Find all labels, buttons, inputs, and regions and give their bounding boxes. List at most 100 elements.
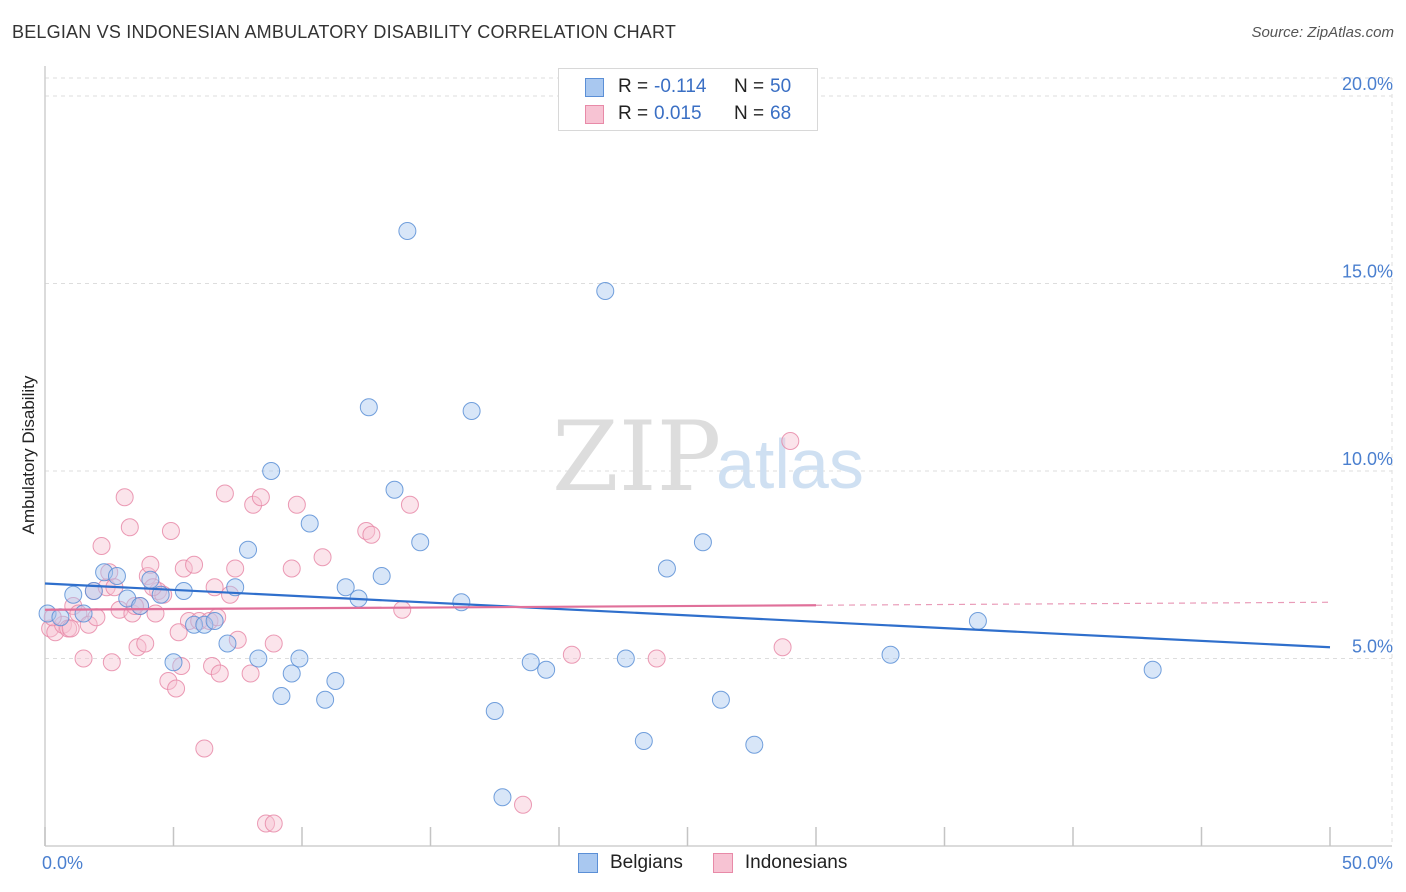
indonesian-point: [102, 653, 121, 672]
indonesian-point: [74, 649, 93, 668]
belgian-point: [485, 702, 504, 720]
y-tick-label: 15.0%: [1342, 262, 1393, 282]
belgian-point: [290, 649, 309, 668]
watermark-atlas: atlas: [716, 425, 864, 503]
axes: [44, 66, 1392, 847]
belgian-point: [107, 567, 126, 585]
indonesian-point: [393, 600, 412, 619]
belgian-point: [249, 649, 268, 668]
y-tick-label: 5.0%: [1352, 637, 1393, 657]
belgian-point: [131, 597, 150, 615]
y-tick-label: 10.0%: [1342, 449, 1393, 469]
belgian-point: [462, 402, 481, 420]
n-label: N =: [734, 103, 765, 124]
indonesian-point: [61, 619, 80, 638]
belgians-swatch: [585, 77, 604, 97]
belgian-point: [51, 608, 70, 627]
indonesian-point: [185, 555, 204, 574]
belgian-point: [141, 570, 160, 589]
x-tick-label: 50.0%: [1342, 853, 1393, 873]
indonesian-point: [251, 488, 270, 507]
belgian-point: [398, 222, 417, 240]
y-tick-label: 20.0%: [1342, 74, 1393, 94]
legend-item-indonesians[interactable]: Indonesians: [712, 852, 848, 874]
belgian-point: [74, 604, 93, 623]
indonesian-point: [195, 739, 214, 758]
belgians-trend-line: [44, 582, 1331, 649]
indonesian-point: [169, 623, 188, 642]
belgian-point: [881, 645, 900, 664]
indonesians-trend-line: [44, 604, 817, 611]
chart-source: Source: ZipAtlas.com: [1251, 24, 1394, 41]
indonesian-point: [161, 522, 180, 540]
indonesian-point: [257, 814, 276, 833]
belgian-point: [493, 788, 512, 807]
indonesians-swatch: [585, 104, 604, 124]
indonesian-point: [241, 664, 260, 683]
indonesian-point: [159, 672, 178, 690]
n-label: N =: [734, 76, 765, 97]
belgian-point: [272, 687, 291, 705]
indonesian-point: [79, 615, 98, 634]
belgian-point: [359, 398, 378, 417]
indonesian-point: [215, 484, 234, 503]
indonesians-legend-label: Indonesians: [744, 852, 848, 873]
belgian-point: [711, 690, 730, 709]
belgian-point: [596, 282, 615, 300]
r-label: R =: [618, 76, 649, 97]
belgian-point: [164, 653, 183, 672]
belgian-point: [205, 612, 224, 630]
belgian-point: [300, 514, 319, 533]
indonesian-point: [141, 555, 160, 574]
indonesian-point: [167, 679, 186, 698]
indonesian-point: [400, 495, 419, 514]
indonesian-point: [264, 634, 283, 653]
belgian-point: [195, 615, 214, 634]
belgian-point: [1143, 660, 1162, 679]
n-value: 68: [770, 103, 792, 124]
legend-row-belgians: R = -0.114 N = 50: [585, 75, 791, 99]
belgian-point: [657, 559, 676, 578]
belgian-point: [316, 690, 335, 709]
belgian-point: [336, 578, 355, 597]
indonesian-point: [174, 559, 193, 578]
belgian-point: [239, 540, 258, 559]
indonesian-point: [362, 525, 381, 544]
legend-item-belgians[interactable]: Belgians: [578, 852, 683, 874]
indonesian-point: [313, 548, 332, 567]
r-value: 0.015: [654, 103, 702, 124]
belgian-point: [218, 634, 237, 653]
indonesian-point: [92, 537, 111, 555]
belgian-point: [616, 649, 635, 668]
belgian-point: [385, 480, 404, 499]
belgian-point: [537, 660, 556, 679]
r-value: -0.114: [654, 76, 707, 97]
belgians-legend-swatch: [578, 853, 598, 873]
indonesian-point: [146, 604, 165, 623]
indonesian-point: [781, 432, 800, 450]
watermark: ZIP atlas: [552, 401, 864, 513]
belgian-point: [262, 462, 281, 480]
belgian-point: [64, 585, 83, 604]
series-legend: Belgians Indonesians: [578, 852, 877, 874]
indonesian-point: [562, 645, 581, 664]
indonesian-point: [143, 578, 162, 597]
trend-lines: [44, 582, 1331, 649]
belgian-point: [282, 664, 301, 683]
indonesian-point: [136, 634, 155, 653]
belgian-point: [372, 567, 391, 585]
indonesian-point: [282, 559, 301, 578]
n-value: 50: [770, 76, 792, 97]
indonesian-point: [647, 649, 666, 668]
watermark-zip: ZIP: [552, 401, 721, 513]
indonesian-point: [226, 559, 245, 578]
legend-row-indonesians: R = 0.015 N = 68: [585, 102, 791, 126]
indonesians-legend-swatch: [712, 853, 733, 873]
belgian-point: [745, 735, 764, 754]
indonesian-point: [210, 664, 229, 683]
belgian-point: [634, 732, 653, 750]
belgian-point: [185, 615, 204, 634]
belgians-points: [38, 222, 1162, 807]
belgian-point: [968, 612, 987, 630]
